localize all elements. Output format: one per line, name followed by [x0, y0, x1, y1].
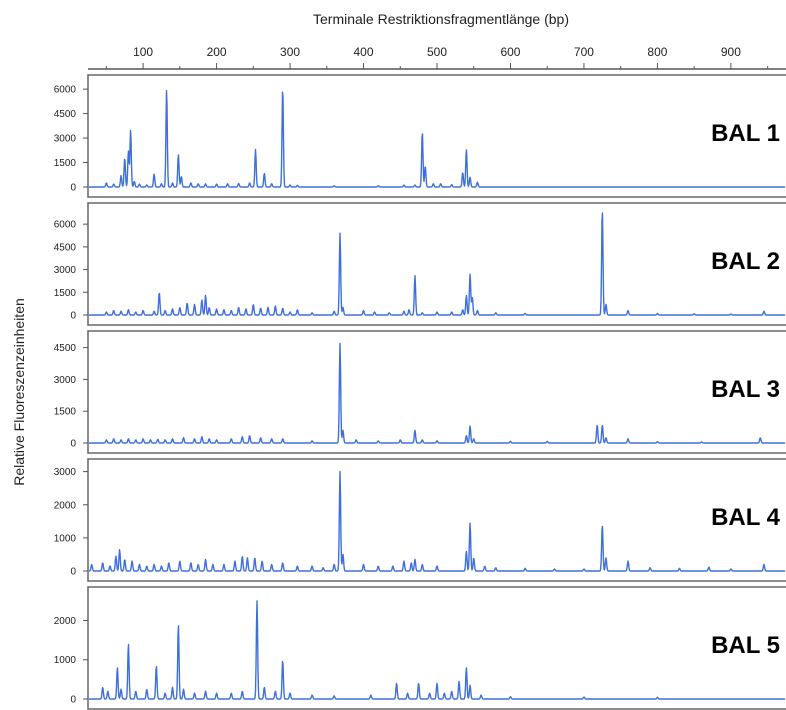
- x-axis-title: Terminale Restriktionsfragmentlänge (bp): [313, 11, 569, 27]
- y-tick-label: 4500: [54, 242, 77, 253]
- x-tick-label: 600: [500, 45, 520, 59]
- panel-label: BAL 4: [711, 504, 781, 531]
- panel-label: BAL 1: [711, 120, 780, 147]
- top-x-axis: 100 200 300 400 500 600 700 800 900: [88, 45, 786, 70]
- panel-label: BAL 3: [711, 376, 780, 403]
- panel-bal-1: 0 1500 3000 4500 6000 BAL 1: [54, 74, 786, 198]
- y-tick-label: 3000: [54, 467, 77, 478]
- y-tick-label: 6000: [54, 85, 77, 96]
- trace-line-bal-1: [88, 90, 786, 188]
- panel-bal-4: 0 1000 2000 3000 BAL 4: [54, 458, 786, 582]
- x-tick-label: 800: [647, 45, 667, 59]
- trace-line-bal-3: [88, 342, 786, 444]
- panel-frame: [87, 74, 786, 198]
- x-tick-label: 900: [721, 45, 741, 59]
- y-tick-label: 1500: [54, 407, 77, 418]
- y-tick-label: 6000: [54, 220, 77, 231]
- panel-bal-2: 0 1500 3000 4500 6000 BAL 2: [54, 202, 786, 326]
- x-tick-label: 200: [207, 45, 227, 59]
- panels-group: 0 1500 3000 4500 6000 BAL 1 0 1500 3000 4500 6000 B…: [54, 74, 786, 710]
- x-tick-label: 300: [280, 45, 300, 59]
- panel-frame: [87, 330, 786, 454]
- y-tick-label: 4500: [54, 109, 77, 120]
- panel-frame: [87, 202, 786, 326]
- x-tick-label: 500: [427, 45, 447, 59]
- y-tick-label: 1000: [54, 655, 77, 666]
- panel-bal-5: 0 1000 2000 BAL 5: [54, 586, 786, 710]
- x-tick-label: 400: [354, 45, 374, 59]
- y-tick-label: 3000: [54, 265, 77, 276]
- y-tick-label: 1500: [54, 158, 77, 169]
- x-tick-label: 100: [133, 45, 153, 59]
- y-tick-label: 0: [70, 183, 76, 194]
- y-tick-label: 0: [70, 695, 76, 706]
- trace-line-bal-2: [88, 212, 786, 316]
- y-tick-label: 0: [70, 439, 76, 450]
- trace-line-bal-4: [88, 470, 786, 572]
- panel-label: BAL 2: [711, 248, 780, 275]
- y-tick-label: 0: [70, 567, 76, 578]
- y-tick-label: 1000: [54, 533, 77, 544]
- y-tick-label: 0: [70, 311, 76, 322]
- panel-frame: [87, 458, 786, 582]
- y-tick-label: 1500: [54, 288, 77, 299]
- y-tick-label: 3000: [54, 375, 77, 386]
- y-axis-title: Relative Fluoreszenzeinheiten: [11, 298, 27, 486]
- panel-label: BAL 5: [711, 632, 780, 659]
- y-tick-label: 2000: [54, 616, 77, 627]
- trace-line-bal-5: [88, 600, 786, 700]
- panel-bal-3: 0 1500 3000 4500 BAL 3: [54, 330, 786, 454]
- y-tick-label: 4500: [54, 343, 77, 354]
- x-tick-label: 700: [574, 45, 594, 59]
- panel-frame: [87, 586, 786, 710]
- y-tick-label: 3000: [54, 134, 77, 145]
- y-tick-label: 2000: [54, 500, 77, 511]
